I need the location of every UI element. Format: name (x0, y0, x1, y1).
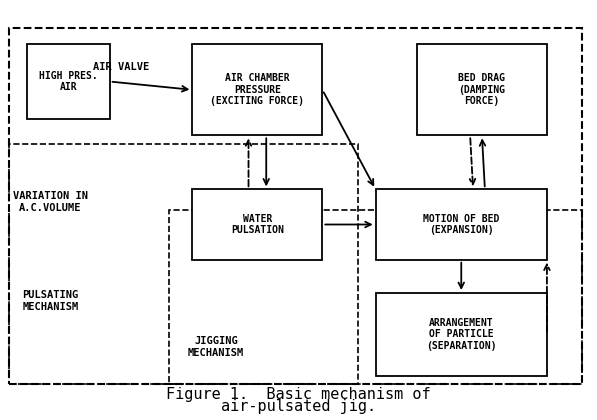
Bar (169, 210, 583, 384)
Text: ARRANGEMENT
OF PARTICLE
(SEPARATION): ARRANGEMENT OF PARTICLE (SEPARATION) (426, 318, 497, 351)
Bar (192, 44, 322, 135)
Bar (9, 144, 358, 384)
Bar (376, 293, 547, 376)
Text: Figure 1.  Basic mechanism of: Figure 1. Basic mechanism of (167, 387, 431, 402)
Bar (417, 44, 547, 135)
Bar (376, 189, 547, 260)
Bar (9, 28, 583, 384)
Text: BED DRAG
(DAMPING
FORCE): BED DRAG (DAMPING FORCE) (458, 73, 506, 106)
Text: MOTION OF BED
(EXPANSION): MOTION OF BED (EXPANSION) (423, 214, 500, 235)
Text: air-pulsated jig.: air-pulsated jig. (221, 399, 376, 415)
Text: AIR CHAMBER
PRESSURE
(EXCITING FORCE): AIR CHAMBER PRESSURE (EXCITING FORCE) (210, 73, 304, 106)
Text: AIR VALVE: AIR VALVE (93, 62, 150, 72)
Bar (192, 189, 322, 260)
Bar (27, 44, 110, 119)
Text: WATER
PULSATION: WATER PULSATION (231, 214, 284, 235)
Text: HIGH PRES.
AIR: HIGH PRES. AIR (39, 71, 98, 92)
Text: VARIATION IN
A.C.VOLUME: VARIATION IN A.C.VOLUME (13, 191, 88, 213)
Text: PULSATING
MECHANISM: PULSATING MECHANISM (23, 290, 79, 312)
Text: JIGGING
MECHANISM: JIGGING MECHANISM (188, 336, 244, 357)
